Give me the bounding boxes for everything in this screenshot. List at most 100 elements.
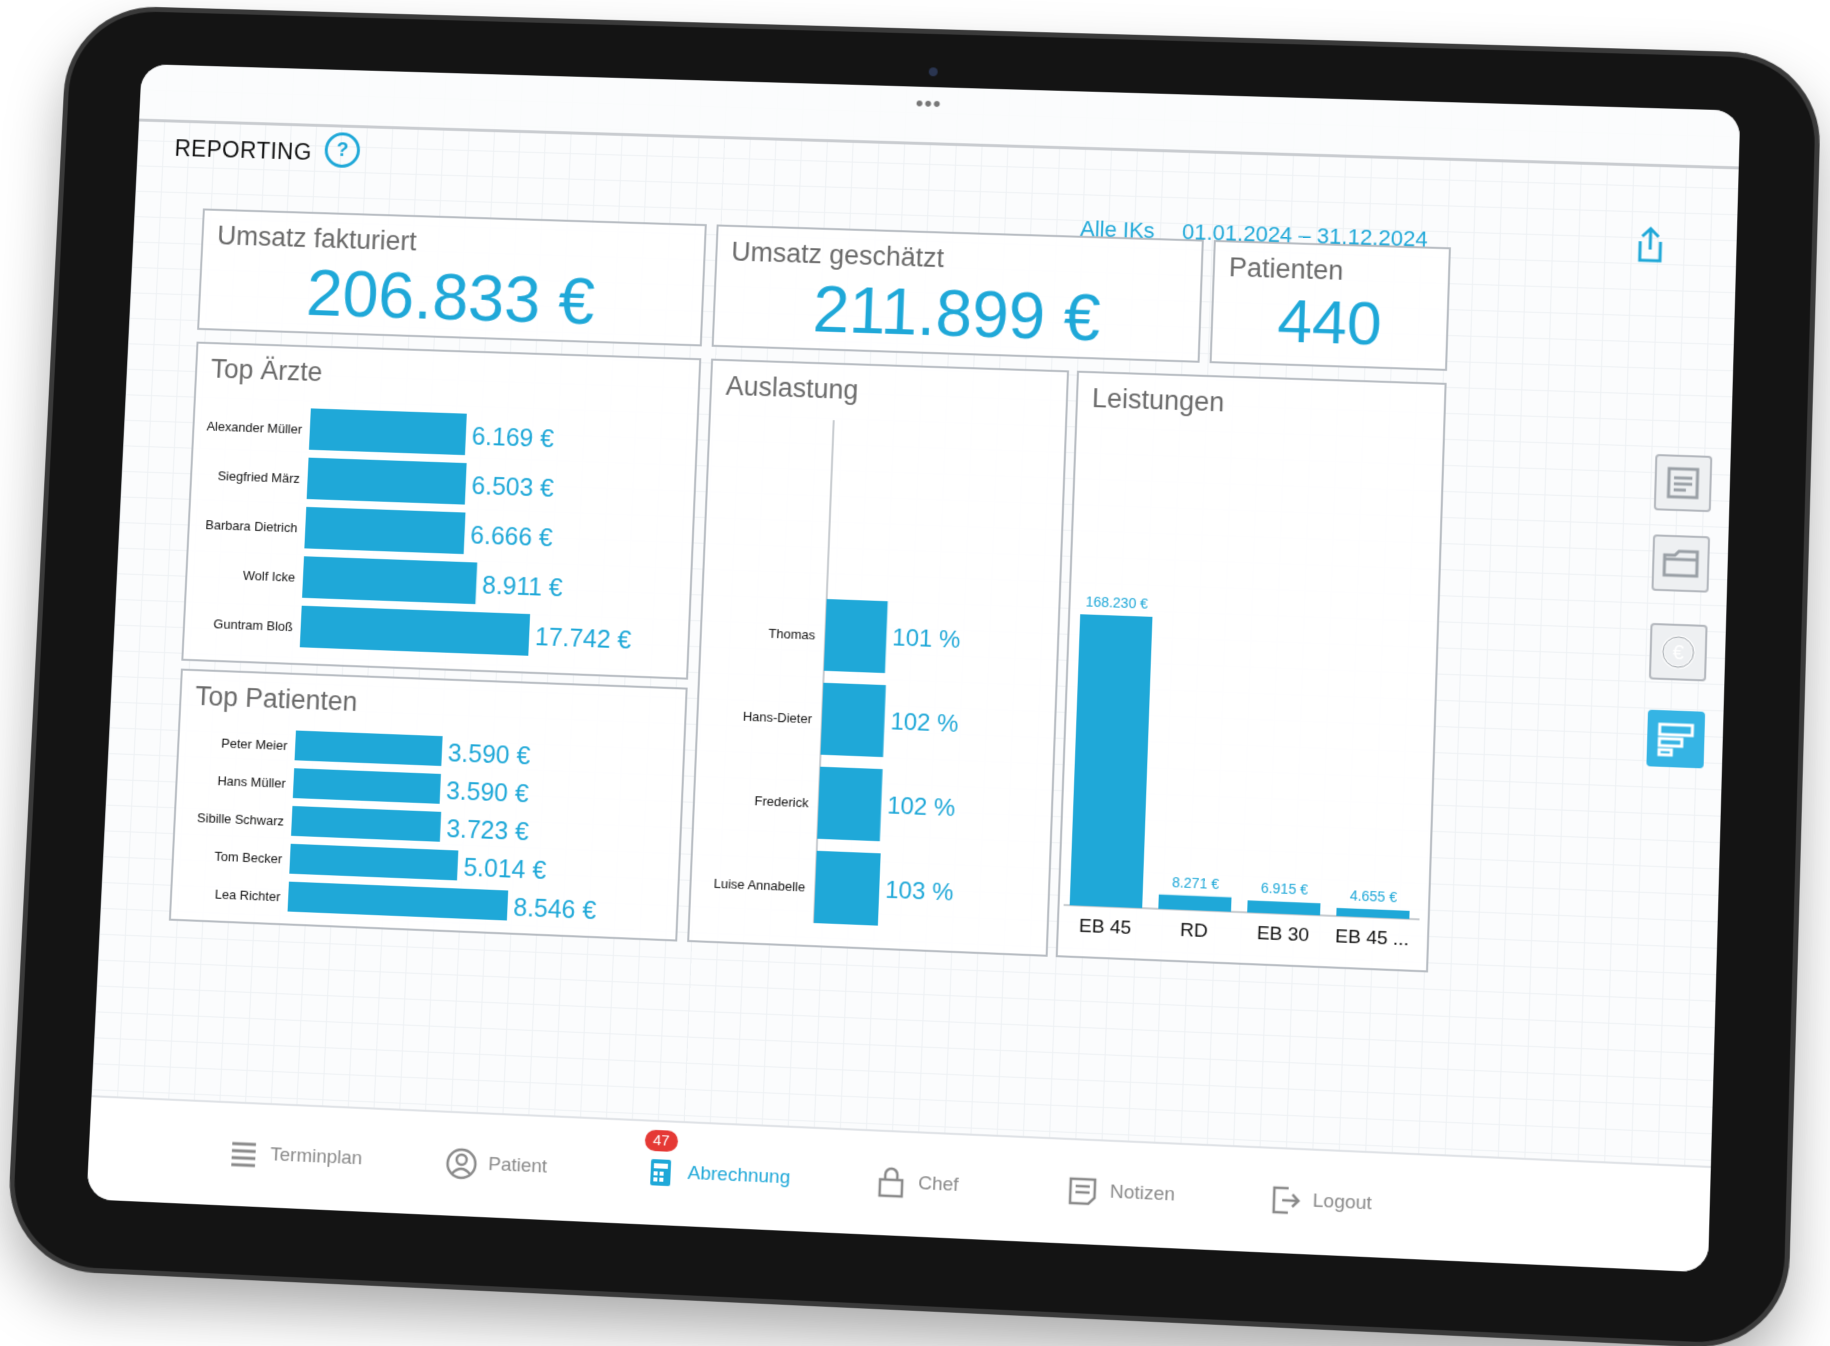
- bar[interactable]: [289, 843, 459, 881]
- bar[interactable]: [813, 850, 881, 926]
- value-label: 8.911 €: [482, 573, 564, 603]
- kpi-value: 211.899 €: [811, 271, 1102, 355]
- value-label: 3.723 €: [446, 816, 530, 847]
- category-label: Guntram Bloß: [213, 616, 293, 634]
- tab-notizen[interactable]: Notizen: [1065, 1168, 1176, 1218]
- category-label: Frederick: [754, 793, 809, 810]
- category-label: Thomas: [768, 626, 815, 643]
- bar[interactable]: [308, 408, 467, 456]
- tab-label: Logout: [1312, 1190, 1373, 1215]
- person-icon: [444, 1146, 479, 1182]
- kpi-value: 206.833 €: [304, 255, 597, 338]
- tab-bar: Terminplan Patient 47 Abrechnung Chef No…: [86, 1095, 1711, 1273]
- tab-abrechnung[interactable]: 47 Abrechnung: [643, 1129, 791, 1201]
- value-label: 17.742 €: [534, 624, 632, 655]
- value-label: 3.590 €: [447, 741, 531, 771]
- auslastung-chart: Thomas 101 % Hans-Dieter 102 % Frederick 102 …: [713, 361, 961, 955]
- top-patienten-chart: Peter Meier 3.590 € Hans Müller 3.590 € Sibi…: [197, 730, 597, 926]
- kpi-value: 440: [1276, 286, 1383, 359]
- tablet-device: ••• REPORTING ? Alle IKs 01.01.2024 – 31…: [10, 9, 1817, 1346]
- tab-patient[interactable]: Patient: [444, 1141, 548, 1190]
- kpi-umsatz-geschaetzt[interactable]: Umsatz geschätzt 211.899 €: [711, 224, 1204, 363]
- leistungen-card: Leistungen 168.230 € EB 45 8.271 € RD 6.915 …: [1055, 370, 1447, 973]
- bar[interactable]: [294, 730, 443, 766]
- kpi-umsatz-fakturiert[interactable]: Umsatz fakturiert 206.833 €: [197, 208, 707, 347]
- sidebar-document-icon[interactable]: [1653, 453, 1713, 513]
- svg-text:€: €: [1672, 642, 1684, 665]
- category-label: Luise Annabelle: [713, 876, 805, 895]
- axis-line: [814, 420, 834, 923]
- bar[interactable]: [820, 683, 886, 757]
- kpi-label: Patienten: [1228, 252, 1344, 286]
- bar[interactable]: [1158, 894, 1232, 912]
- value-label: 6.169 €: [471, 424, 555, 454]
- auslastung-card: Auslastung Thomas 101 % Hans-Dieter 102 % Fr…: [687, 358, 1070, 957]
- value-label: 4.655 €: [1350, 887, 1398, 905]
- tab-logout[interactable]: Logout: [1267, 1177, 1372, 1226]
- category-label: Alexander Müller: [206, 419, 303, 437]
- bar[interactable]: [292, 768, 441, 804]
- category-label: EB 45 ...: [1335, 925, 1410, 949]
- value-label: 102 %: [890, 709, 959, 738]
- top-aerzte-card: Top Ärzte Alexander Müller 6.169 € Siegfri…: [181, 341, 702, 680]
- value-label: 5.014 €: [463, 855, 547, 886]
- lock-icon: [873, 1165, 908, 1201]
- category-label: Siegfried März: [217, 468, 300, 486]
- value-label: 8.546 €: [513, 895, 597, 926]
- sidebar-euro-icon[interactable]: €: [1648, 622, 1708, 682]
- notification-badge: 47: [644, 1129, 679, 1153]
- value-label: 6.915 €: [1261, 880, 1309, 898]
- kpi-patienten[interactable]: Patienten 440: [1209, 239, 1451, 371]
- leistungen-chart: 168.230 € EB 45 8.271 € RD 6.915 € EB 30 4.655…: [1058, 593, 1445, 949]
- value-label: 6.503 €: [471, 473, 555, 503]
- top-aerzte-chart: Alexander Müller 6.169 € Siegfried März 6.5…: [205, 408, 632, 656]
- category-label: Wolf Icke: [243, 568, 296, 585]
- bar[interactable]: [823, 599, 888, 674]
- share-icon[interactable]: [1635, 225, 1666, 264]
- page-title: REPORTING: [174, 135, 313, 165]
- tab-terminplan[interactable]: Terminplan: [226, 1131, 363, 1181]
- tab-label: Notizen: [1109, 1181, 1176, 1206]
- category-label: Lea Richter: [215, 886, 282, 904]
- value-label: 3.590 €: [445, 778, 529, 808]
- app-screen: ••• REPORTING ? Alle IKs 01.01.2024 – 31…: [86, 64, 1741, 1273]
- value-label: 6.666 €: [470, 523, 554, 553]
- window-grabber-icon[interactable]: •••: [915, 90, 943, 116]
- tab-label: Terminplan: [269, 1144, 363, 1170]
- category-label: Hans Müller: [217, 773, 287, 791]
- kpi-label: Umsatz fakturiert: [216, 220, 418, 257]
- value-label: 8.271 €: [1172, 874, 1220, 892]
- top-patienten-card: Top Patienten Peter Meier 3.590 € Hans Mül…: [168, 668, 688, 942]
- bar[interactable]: [287, 881, 509, 921]
- bar[interactable]: [817, 766, 883, 842]
- bar[interactable]: [1069, 614, 1153, 909]
- category-label: Barbara Dietrich: [205, 517, 298, 535]
- category-label: Tom Becker: [214, 849, 283, 867]
- tab-label: Patient: [487, 1153, 548, 1178]
- bar[interactable]: [299, 605, 531, 656]
- value-label: 103 %: [885, 877, 954, 906]
- category-label: RD: [1180, 919, 1208, 942]
- tab-label: Abrechnung: [687, 1162, 791, 1189]
- bar[interactable]: [1247, 900, 1321, 916]
- help-icon[interactable]: ?: [323, 131, 361, 169]
- notes-icon: [1065, 1173, 1101, 1209]
- sidebar-folder-icon[interactable]: [1651, 534, 1711, 593]
- bar[interactable]: [291, 805, 442, 842]
- value-label: 102 %: [887, 793, 956, 822]
- tab-chef[interactable]: Chef: [873, 1160, 959, 1208]
- tab-label: Chef: [917, 1172, 960, 1196]
- value-label: 101 %: [892, 625, 961, 654]
- calculator-icon: [650, 1159, 672, 1187]
- sidebar-report-icon[interactable]: [1646, 709, 1706, 769]
- bar[interactable]: [302, 556, 478, 605]
- category-label: Peter Meier: [221, 735, 288, 753]
- category-label: Sibille Schwarz: [197, 810, 284, 829]
- category-label: Hans-Dieter: [743, 709, 813, 727]
- logout-icon: [1267, 1182, 1303, 1218]
- category-label: EB 30: [1256, 922, 1309, 946]
- category-label: EB 45: [1079, 915, 1132, 939]
- bar[interactable]: [306, 457, 467, 505]
- value-label: 168.230 €: [1085, 593, 1148, 611]
- bar[interactable]: [304, 506, 466, 555]
